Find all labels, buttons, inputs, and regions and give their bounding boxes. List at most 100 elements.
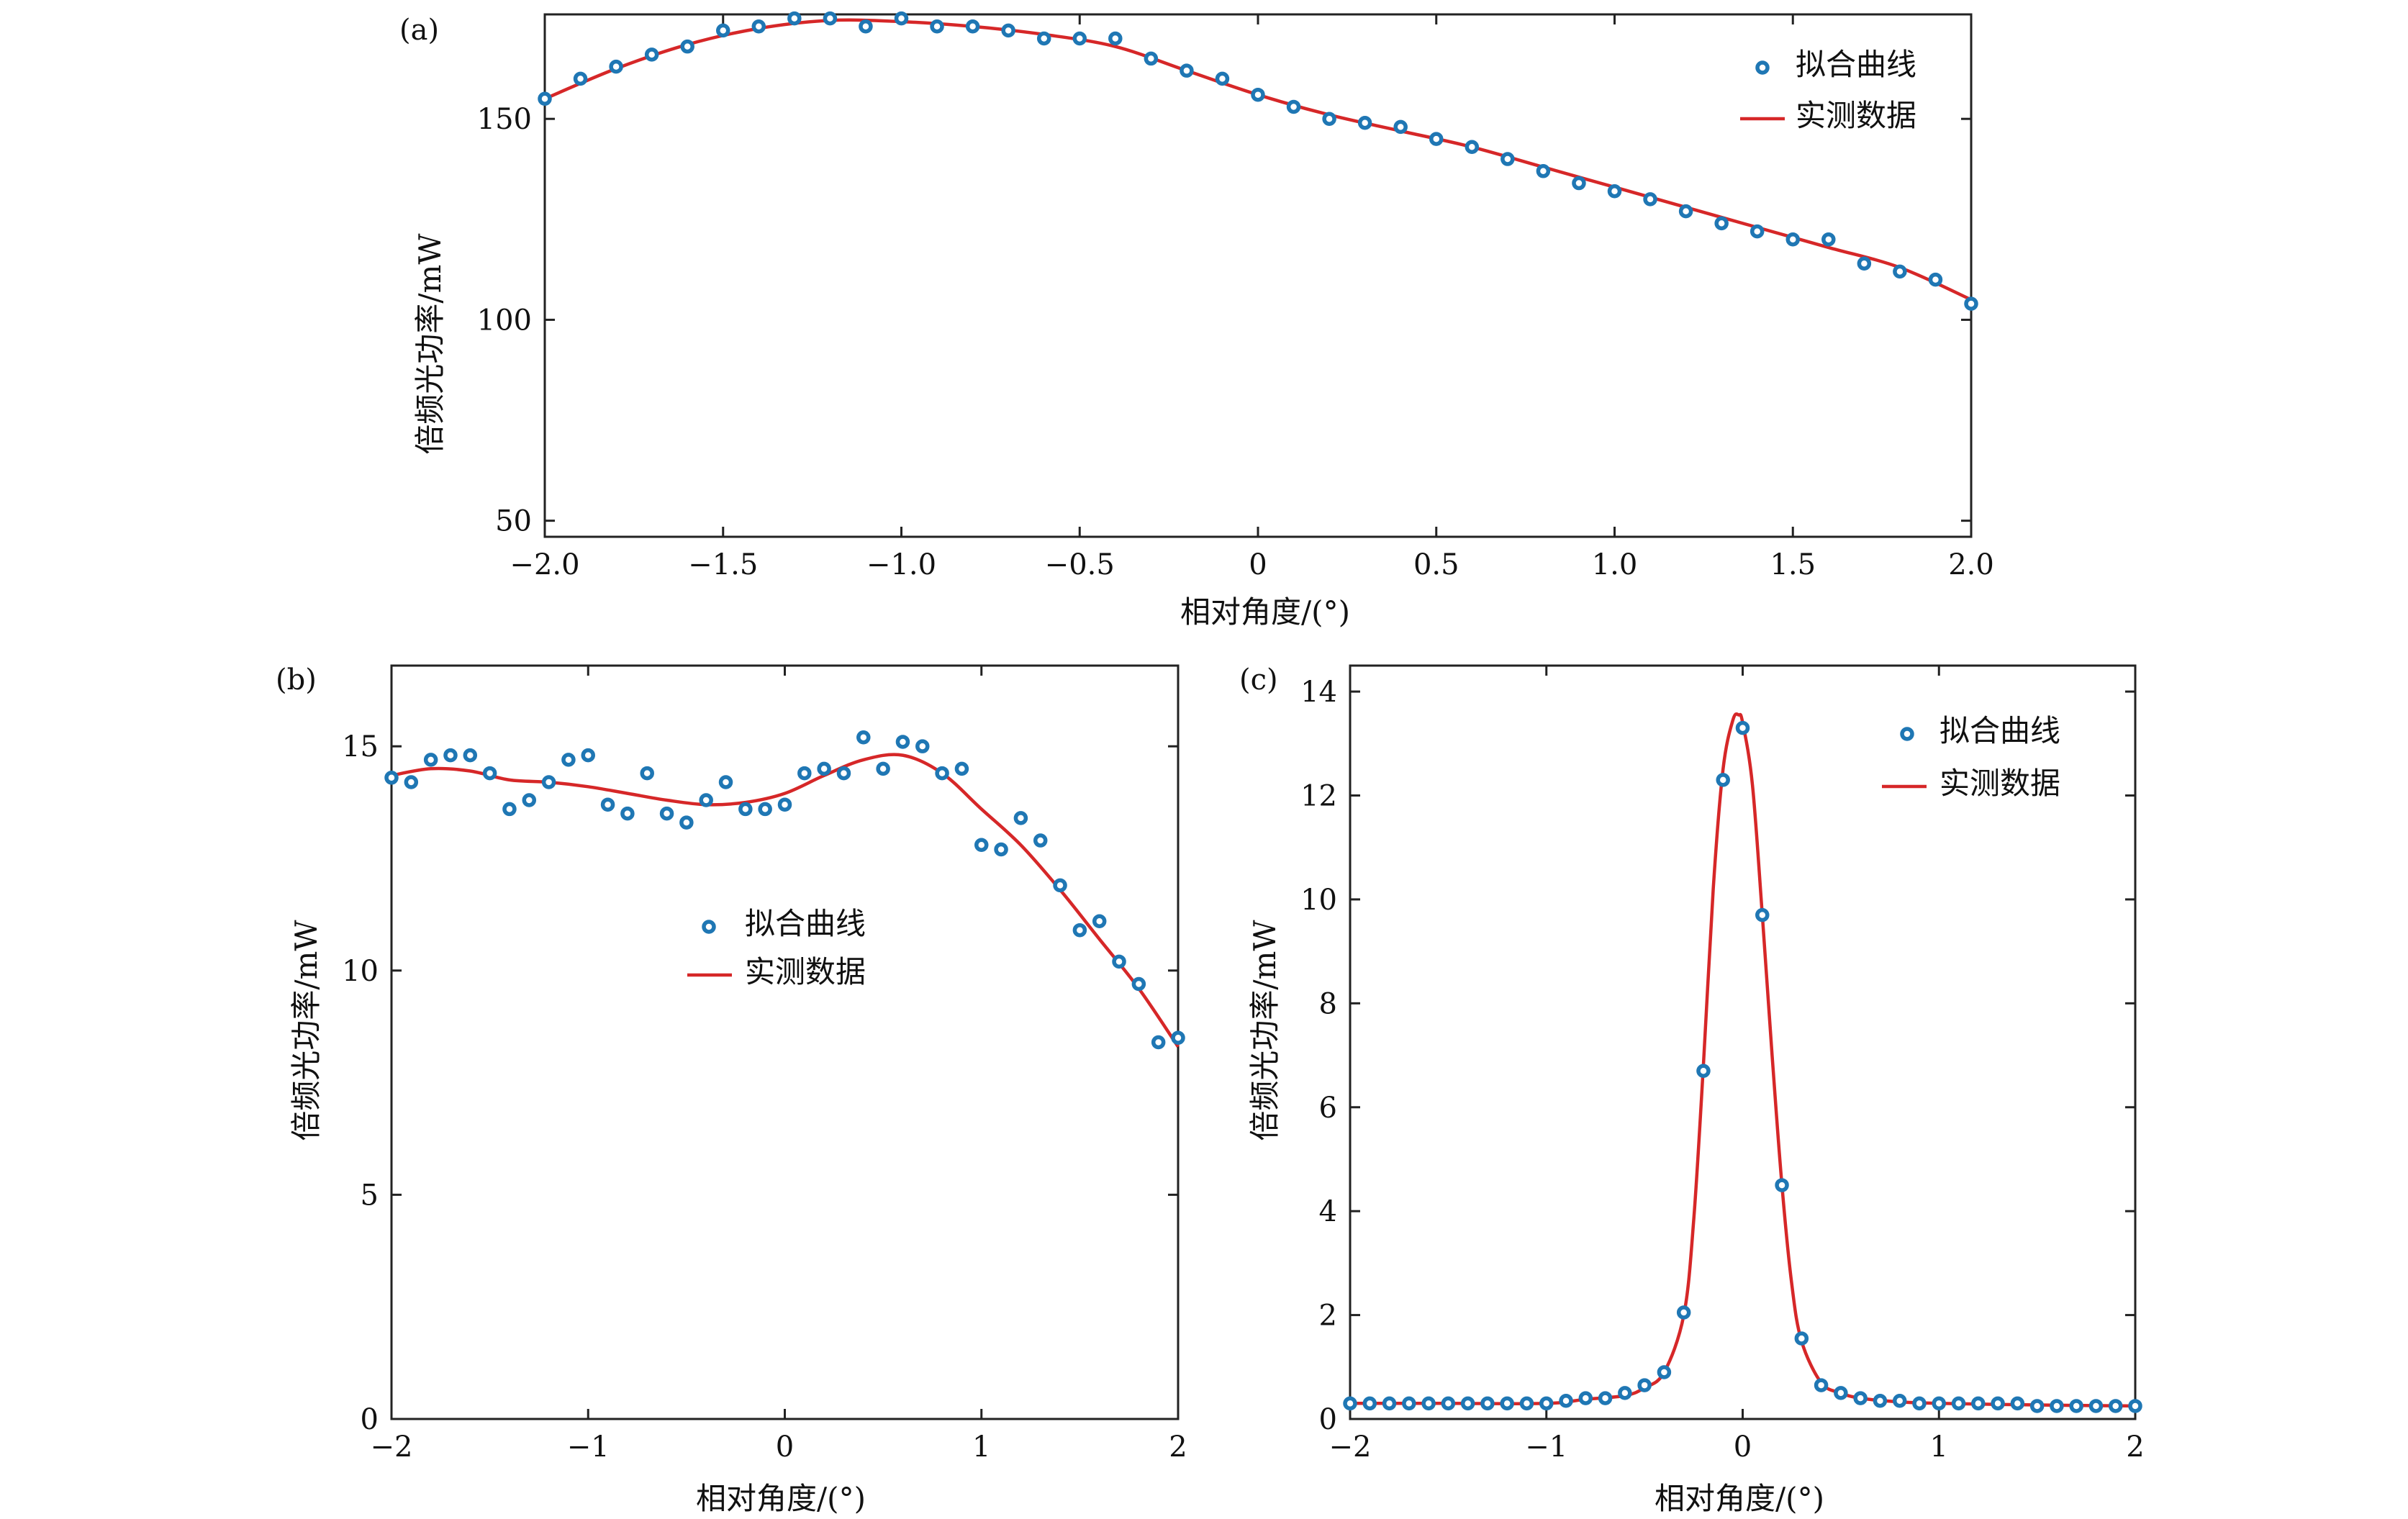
x-tick-label-c: −1 <box>1525 1430 1567 1464</box>
panel-a-label: (a) <box>399 14 439 47</box>
fit-point-b <box>935 766 949 781</box>
fit-point-b <box>1151 1035 1166 1050</box>
y-tick-label-b: 0 <box>361 1403 379 1436</box>
fit-point-a <box>1072 31 1087 46</box>
y-tick-label-a: 150 <box>477 103 532 136</box>
panel-a-legend: 拟合曲线 实测数据 <box>1740 47 1916 133</box>
panel-b-legend-scatter-label: 拟合曲线 <box>745 906 866 941</box>
fit-point-a <box>1036 31 1051 46</box>
fit-point-b <box>1033 833 1048 848</box>
fit-point-c <box>1775 1178 1789 1192</box>
fit-point-a <box>859 19 873 34</box>
fit-point-c <box>1480 1396 1495 1411</box>
panel-c-legend-marker <box>1900 727 1914 741</box>
panel-b-label: (b) <box>276 663 317 697</box>
fit-point-a <box>1928 272 1943 287</box>
panel-b-xlabel: 相对角度/(°) <box>696 1481 866 1516</box>
panel-c-legend-line-label: 实测数据 <box>1939 766 2060 801</box>
fit-point-a <box>1857 256 1872 271</box>
fit-point-c <box>1441 1396 1456 1411</box>
fit-point-c <box>1343 1396 1357 1411</box>
fit-point-b <box>876 761 890 776</box>
panel-c-xlabel: 相对角度/(°) <box>1655 1481 1824 1516</box>
fit-point-c <box>1402 1396 1416 1411</box>
fit-point-c <box>1892 1393 1907 1408</box>
fit-point-c <box>1676 1305 1691 1320</box>
fit-point-b <box>581 748 595 763</box>
y-tick-label-b: 5 <box>361 1179 379 1212</box>
panel-c-ylabel: 倍频光功率/mW <box>1247 920 1282 1141</box>
fit-point-c <box>1971 1396 1986 1411</box>
fit-point-c <box>1755 907 1770 922</box>
fit-point-a <box>1357 116 1372 130</box>
fit-point-a <box>538 91 552 106</box>
panel-a-legend-marker <box>1755 60 1770 75</box>
fit-point-a <box>1501 152 1515 166</box>
fit-point-a <box>644 47 659 62</box>
fit-point-b <box>1171 1030 1185 1046</box>
fit-point-b <box>600 797 615 812</box>
fit-point-c <box>1853 1391 1868 1405</box>
fit-point-b <box>817 761 831 776</box>
panel-b-ylabel: 倍频光功率/mW <box>289 920 324 1141</box>
fit-point-b <box>1013 811 1028 825</box>
fit-point-a <box>1750 224 1765 239</box>
fit-point-c <box>1539 1396 1554 1411</box>
fit-point-c <box>1696 1064 1711 1078</box>
x-tick-label-b: −1 <box>567 1430 610 1464</box>
fit-point-b <box>738 802 753 817</box>
fit-point-b <box>1112 954 1126 969</box>
fit-point-c <box>1991 1396 2005 1411</box>
fit-point-b <box>404 775 419 789</box>
fit-point-c <box>1637 1378 1652 1392</box>
fit-point-b <box>718 775 733 789</box>
fit-point-c <box>1657 1365 1672 1379</box>
fit-point-b <box>777 797 792 812</box>
fit-point-a <box>894 11 909 26</box>
fit-point-a <box>1180 63 1194 78</box>
fit-point-c <box>1362 1396 1377 1411</box>
y-tick-label-b: 10 <box>342 955 379 988</box>
fit-point-c <box>1460 1396 1475 1411</box>
fit-point-b <box>699 793 713 807</box>
fit-point-b <box>679 815 694 830</box>
panel-a-ylabel: 倍频光功率/mW <box>412 233 448 455</box>
panel-b-legend-marker <box>702 920 716 934</box>
panel-a-legend-line-label: 实测数据 <box>1796 98 1916 133</box>
fit-point-b <box>1053 878 1067 893</box>
x-tick-label-a: −0.5 <box>1045 548 1115 581</box>
fit-point-c <box>1814 1378 1829 1392</box>
fit-point-a <box>1572 176 1586 191</box>
panel-b-legend: 拟合曲线 实测数据 <box>687 906 866 989</box>
fit-point-a <box>787 11 802 26</box>
fit-point-b <box>915 739 930 753</box>
fit-point-b <box>482 766 497 781</box>
x-tick-label-a: 0.5 <box>1413 548 1459 581</box>
x-tick-label-a: 1.5 <box>1770 548 1816 581</box>
y-tick-label-c: 2 <box>1319 1300 1337 1333</box>
fit-point-c <box>1951 1396 1966 1411</box>
fit-point-c <box>2029 1399 2045 1413</box>
y-tick-label-b: 15 <box>342 730 379 763</box>
fit-point-b <box>522 793 537 807</box>
y-tick-label-c: 8 <box>1319 987 1337 1020</box>
fit-point-a <box>1251 87 1265 102</box>
fit-point-a <box>609 59 623 74</box>
fit-point-a <box>1678 204 1693 219</box>
x-tick-label-c: 2 <box>2126 1430 2144 1464</box>
x-tick-label-b: −2 <box>371 1430 413 1464</box>
panel-a: (a) −2.0 −1.5 −1.0 −0.5 0 0.5 1.0 1.5 2.0 50 100 15… <box>399 11 1994 630</box>
fit-point-a <box>1964 296 1978 311</box>
measured-curve-c <box>1349 712 2136 1408</box>
fit-point-c <box>2010 1396 2025 1411</box>
panel-a-legend-scatter-label: 拟合曲线 <box>1796 47 1916 82</box>
fit-point-b <box>994 842 1008 857</box>
panel-c-label: (c) <box>1239 663 1278 697</box>
fit-point-b <box>502 802 517 817</box>
fit-point-c <box>1834 1386 1848 1400</box>
panel-a-xlabel: 相对角度/(°) <box>1180 594 1350 630</box>
fit-point-c <box>1382 1396 1397 1411</box>
panel-b: (b) −2 −1 0 1 2 0 5 10 15 相对角度/(°) 倍频光功率/mW 拟合曲线… <box>276 663 1187 1516</box>
fit-point-c <box>1559 1393 1573 1408</box>
